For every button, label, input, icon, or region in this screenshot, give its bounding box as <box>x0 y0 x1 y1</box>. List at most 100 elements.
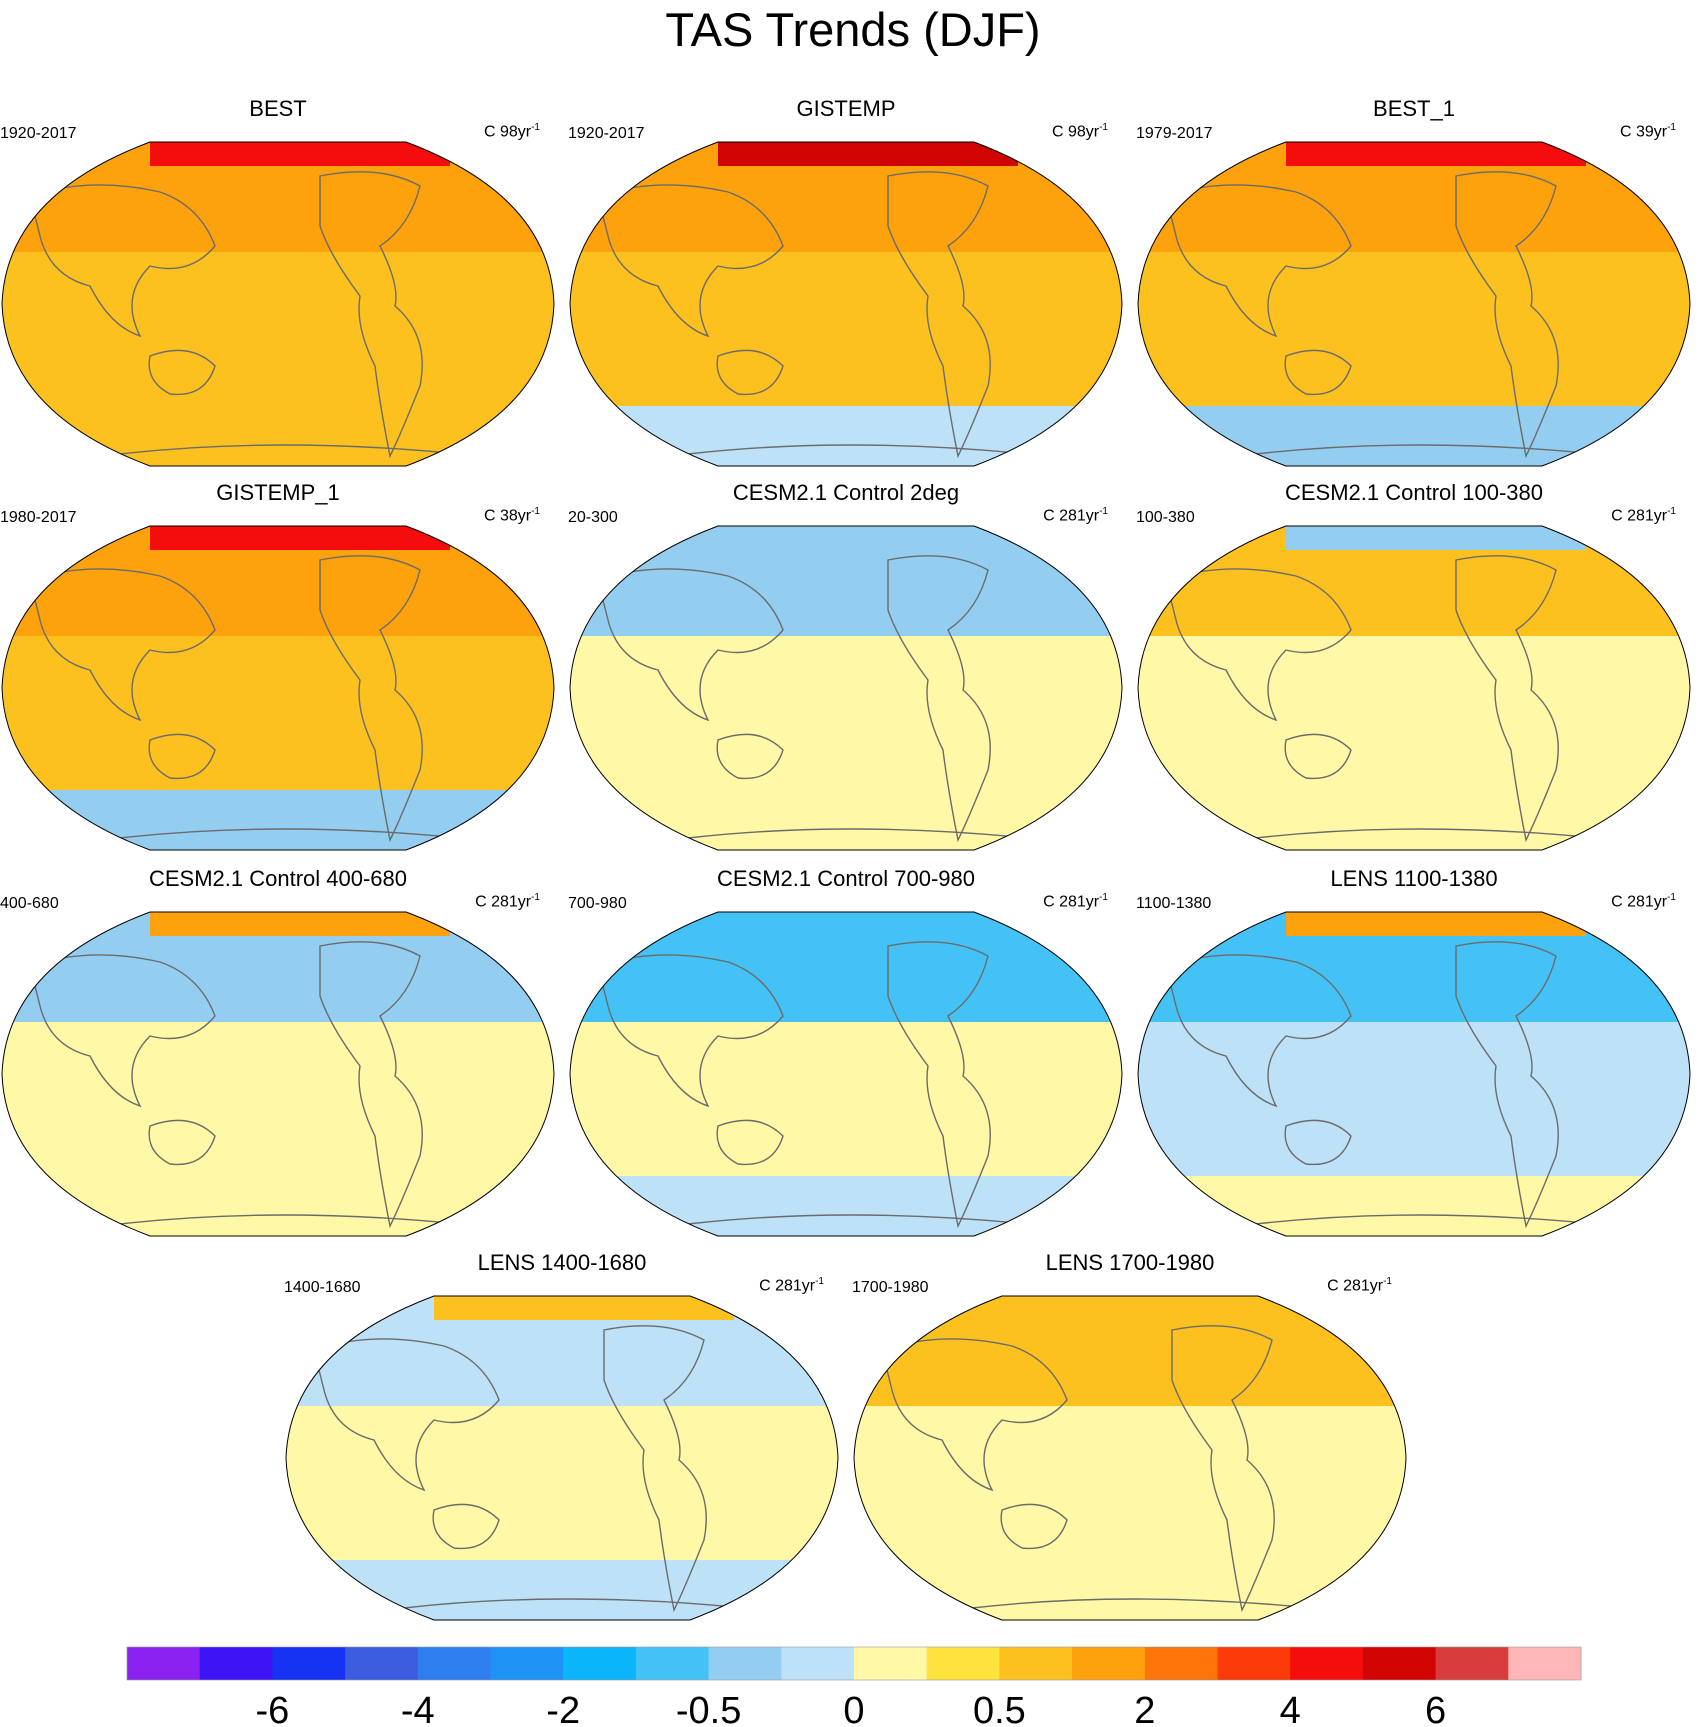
colorbar-segment <box>635 1647 710 1680</box>
colorbar-segment <box>127 1647 201 1680</box>
field-south-band <box>1138 406 1690 466</box>
coastlines <box>313 1325 745 1613</box>
trend-map <box>569 141 1123 467</box>
panel-units: C 281yr-1 <box>475 892 540 911</box>
trend-map <box>1137 141 1691 467</box>
map-panel-lens1100: LENS 1100-1380 1100-1380 C 281yr-1 <box>1136 866 1692 1242</box>
panel-units: C 39yr-1 <box>1619 122 1676 141</box>
map-field <box>2 526 554 850</box>
map-field <box>2 142 554 466</box>
coastlines <box>29 941 461 1229</box>
coastlines <box>597 941 1029 1229</box>
colorbar-segment <box>199 1647 273 1680</box>
field-arctic-band <box>718 142 1018 166</box>
colorbar-segment <box>999 1647 1073 1680</box>
coastlines <box>1165 555 1597 843</box>
colorbar: -6 -4 -2 -0.5 0 0.5 2 4 6 <box>126 1646 1582 1727</box>
map-panel-best1: BEST_1 1979-2017 C 39yr-1 <box>1136 96 1692 472</box>
colorbar-segment <box>272 1647 346 1680</box>
panel-title: LENS 1100-1380 <box>1330 866 1498 891</box>
field-arctic-band <box>1286 912 1586 936</box>
colorbar-segment <box>490 1647 564 1680</box>
map-field <box>1138 912 1690 1236</box>
panel-title: BEST <box>249 96 307 121</box>
map-panel-gistemp1: GISTEMP_1 1980-2017 C 38yr-1 <box>0 480 556 856</box>
colorbar-segment <box>563 1647 637 1680</box>
trend-map <box>1 525 555 851</box>
colorbar-tick-label: -0.5 <box>676 1690 741 1727</box>
panel-units: C 281yr-1 <box>1611 506 1676 525</box>
colorbar-segment <box>1435 1647 1509 1680</box>
coastlines <box>1165 941 1597 1229</box>
colorbar-tick-label: 4 <box>1280 1690 1301 1727</box>
coastlines <box>29 555 461 843</box>
map-outline <box>1 141 555 467</box>
panel-title: CESM2.1 Control 400-680 <box>148 866 408 891</box>
map-panel-best: BEST 1920-2017 C 98yr-1 <box>0 96 556 472</box>
colorbar-tick-label: -4 <box>401 1690 435 1727</box>
map-panel-ctl400: CESM2.1 Control 400-680 400-680 C 281yr-… <box>0 866 556 1242</box>
colorbar-segment <box>1144 1647 1218 1680</box>
field-south-band <box>570 790 1122 850</box>
map-field <box>570 912 1122 1236</box>
map-field <box>286 1296 838 1620</box>
map-outline <box>569 911 1123 1237</box>
page-title: TAS Trends (DJF) <box>665 3 1041 56</box>
colorbar-frame <box>126 1646 1582 1681</box>
field-south-band <box>2 406 554 466</box>
field-arctic-band <box>434 1296 734 1320</box>
map-field <box>570 526 1122 850</box>
panel-title: CESM2.1 Control 2deg <box>732 480 960 505</box>
field-arctic-band <box>150 142 450 166</box>
map-field <box>1138 142 1690 466</box>
map-panel-gistemp: GISTEMP 1920-2017 C 98yr-1 <box>568 96 1124 472</box>
panel-title: BEST_1 <box>1373 96 1455 121</box>
colorbar-tick-label: 0.5 <box>973 1690 1026 1727</box>
panel-period: 700-980 <box>568 895 627 912</box>
coastlines <box>597 555 1029 843</box>
colorbar-tick-label: -6 <box>256 1690 290 1727</box>
trend-map <box>853 1295 1407 1621</box>
map-field <box>1138 526 1690 850</box>
map-panel-ctl100: CESM2.1 Control 100-380 100-380 C 281yr-… <box>1136 480 1692 856</box>
panel-period: 100-380 <box>1136 509 1195 526</box>
map-field <box>854 1296 1406 1620</box>
field-south-band <box>570 1176 1122 1236</box>
field-south-band <box>2 790 554 850</box>
field-arctic-band <box>1002 1296 1302 1320</box>
panel-period: 1400-1680 <box>284 1279 361 1296</box>
panel-units: C 38yr-1 <box>483 506 540 525</box>
map-outline <box>1 911 555 1237</box>
field-south-band <box>2 1176 554 1236</box>
map-outline <box>569 525 1123 851</box>
field-arctic-band <box>150 912 450 936</box>
panel-title: GISTEMP_1 <box>216 480 340 505</box>
trend-map <box>1 141 555 467</box>
field-south-band <box>1138 790 1690 850</box>
colorbar-segment <box>417 1647 491 1680</box>
colorbar-segment <box>345 1647 419 1680</box>
panel-title: GISTEMP <box>796 96 896 121</box>
panel-units: C 281yr-1 <box>1327 1276 1392 1295</box>
panel-period: 1979-2017 <box>1136 125 1213 142</box>
colorbar-segment <box>708 1647 782 1680</box>
trend-map <box>569 911 1123 1237</box>
panel-title: LENS 1700-1980 <box>1045 1250 1215 1275</box>
panel-title: LENS 1400-1680 <box>477 1250 647 1275</box>
map-outline <box>1137 525 1691 851</box>
coastlines <box>881 1325 1313 1613</box>
map-outline <box>1137 911 1691 1237</box>
map-outline <box>1 525 555 851</box>
panel-units: C 281yr-1 <box>1611 892 1676 911</box>
colorbar-segment <box>781 1647 855 1680</box>
field-south-band <box>1138 1176 1690 1236</box>
panel-period: 1920-2017 <box>568 125 645 142</box>
trend-map <box>1137 911 1691 1237</box>
panel-period: 400-680 <box>0 895 59 912</box>
colorbar-segment <box>854 1647 928 1680</box>
panel-period: 1700-1980 <box>852 1279 929 1296</box>
panel-period: 1100-1380 <box>1136 895 1212 912</box>
map-panel-lens1700: LENS 1700-1980 1700-1980 C 281yr-1 <box>852 1250 1408 1626</box>
colorbar-segment <box>1217 1647 1291 1680</box>
field-arctic-band <box>1286 526 1586 550</box>
